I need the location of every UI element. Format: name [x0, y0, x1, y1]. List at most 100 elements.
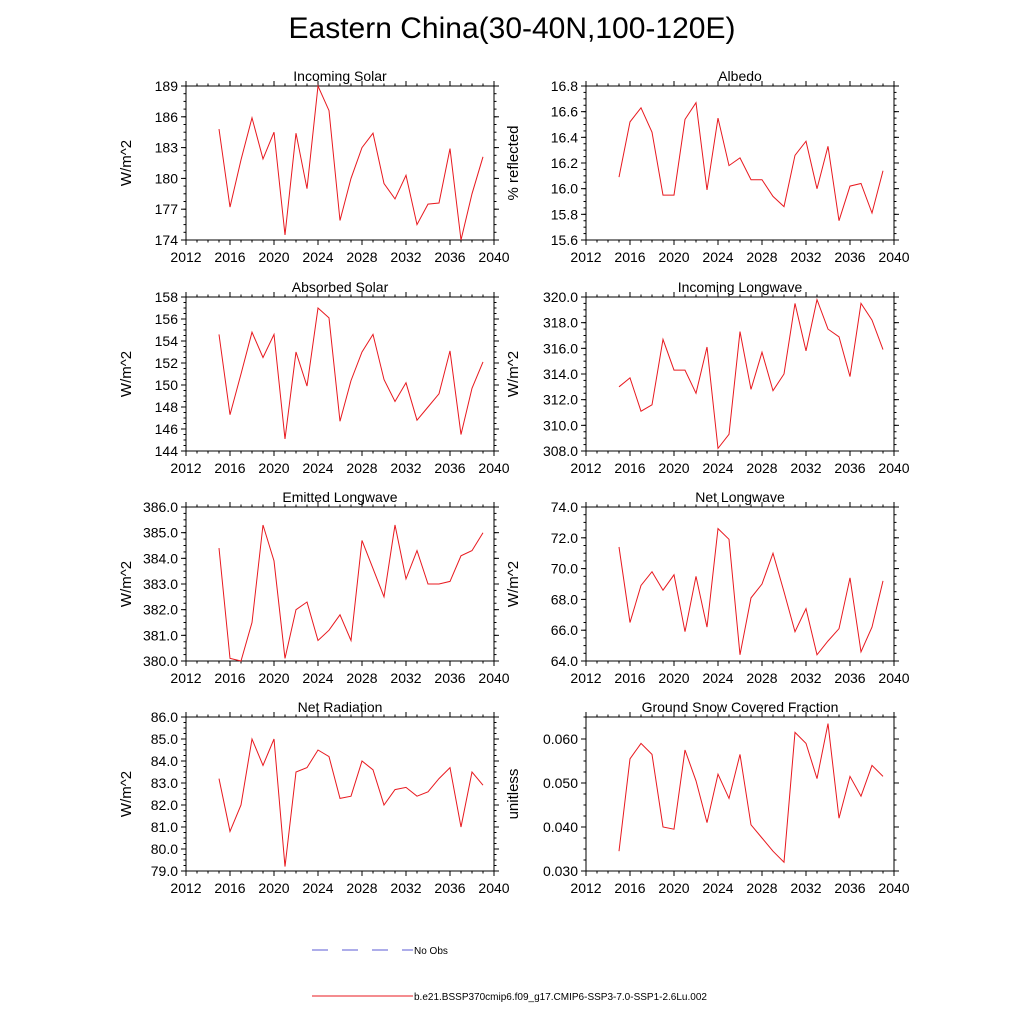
x-tick-label: 2040: [478, 670, 509, 686]
series-line: [218, 306, 484, 439]
x-tick-label: 2020: [258, 880, 289, 896]
y-tick-label: 16.0: [551, 181, 578, 197]
chart-title: Net Radiation: [298, 699, 383, 715]
y-tick-label: 152: [155, 355, 179, 371]
y-tick-label: 64.0: [551, 653, 578, 669]
y-tick-label: 80.0: [151, 841, 178, 857]
y-tick-label: 384.0: [143, 550, 178, 566]
x-tick-label: 2016: [214, 460, 245, 476]
y-tick-label: 386.0: [143, 499, 178, 515]
y-tick-label: 183: [155, 140, 179, 156]
plot-frame: [585, 296, 895, 452]
y-tick-label: 66.0: [551, 622, 578, 638]
x-tick-label: 2016: [214, 670, 245, 686]
y-tick-label: 0.030: [543, 863, 578, 879]
x-tick-label: 2020: [658, 249, 689, 265]
y-tick-label: 382.0: [143, 602, 178, 618]
x-tick-label: 2020: [258, 249, 289, 265]
y-tick-label: 74.0: [551, 499, 578, 515]
y-axis-label: W/m^2: [505, 351, 522, 397]
y-axis-label: W/m^2: [118, 351, 135, 397]
x-tick-label: 2012: [170, 880, 201, 896]
x-tick-label: 2016: [214, 880, 245, 896]
plot-frame: [185, 296, 495, 452]
y-tick-label: 174: [155, 232, 179, 248]
plot-frame: [585, 506, 895, 662]
x-tick-label: 2024: [702, 670, 733, 686]
y-tick-label: 82.0: [151, 797, 178, 813]
y-axis-label: W/m^2: [118, 140, 135, 186]
y-tick-label: 380.0: [143, 653, 178, 669]
x-tick-label: 2032: [790, 670, 821, 686]
x-tick-label: 2028: [346, 880, 377, 896]
x-tick-label: 2040: [478, 880, 509, 896]
chart-title: Absorbed Solar: [292, 279, 389, 295]
x-tick-label: 2032: [390, 880, 421, 896]
x-tick-label: 2036: [434, 670, 465, 686]
y-tick-label: 180: [155, 170, 179, 186]
x-tick-label: 2028: [346, 670, 377, 686]
x-tick-label: 2020: [658, 460, 689, 476]
y-tick-label: 79.0: [151, 863, 178, 879]
x-tick-label: 2040: [878, 460, 909, 476]
x-tick-label: 2024: [302, 670, 333, 686]
x-tick-label: 2032: [790, 460, 821, 476]
y-tick-label: 385.0: [143, 525, 178, 541]
y-tick-label: 0.040: [543, 819, 578, 835]
x-tick-label: 2020: [658, 880, 689, 896]
x-tick-label: 2012: [170, 249, 201, 265]
y-tick-label: 15.8: [551, 206, 578, 222]
x-tick-label: 2024: [702, 880, 733, 896]
x-tick-label: 2040: [878, 249, 909, 265]
y-tick-label: 154: [155, 333, 179, 349]
legend-label-model: b.e21.BSSP370cmip6.f09_g17.CMIP6-SSP3-7.…: [414, 992, 707, 1003]
y-tick-label: 186: [155, 109, 179, 125]
y-tick-label: 318.0: [543, 315, 578, 331]
x-tick-label: 2032: [390, 460, 421, 476]
y-tick-label: 314.0: [543, 366, 578, 382]
plot-frame: [185, 506, 495, 662]
y-tick-label: 16.4: [551, 129, 578, 145]
x-tick-label: 2012: [170, 460, 201, 476]
x-tick-label: 2024: [302, 249, 333, 265]
x-tick-label: 2024: [302, 460, 333, 476]
y-tick-label: 72.0: [551, 530, 578, 546]
chart-title: Incoming Solar: [293, 68, 387, 84]
chart-title: Emitted Longwave: [282, 489, 397, 505]
x-tick-label: 2032: [790, 880, 821, 896]
y-tick-label: 86.0: [151, 709, 178, 725]
chart-title: Albedo: [718, 68, 762, 84]
y-tick-label: 308.0: [543, 443, 578, 459]
x-tick-label: 2028: [746, 880, 777, 896]
y-tick-label: 177: [155, 201, 179, 217]
x-tick-label: 2012: [570, 880, 601, 896]
y-tick-label: 312.0: [543, 392, 578, 408]
y-axis-label: % reflected: [505, 125, 522, 200]
x-tick-label: 2040: [478, 249, 509, 265]
chart-panel-8: Ground Snow Covered Fraction unitless 2012…: [505, 699, 910, 896]
series-line: [618, 101, 884, 221]
x-tick-label: 2024: [302, 880, 333, 896]
chart-panel-2: Albedo % reflected 2012 2016 2020 2024 2028 203…: [505, 68, 910, 265]
x-tick-label: 2028: [746, 460, 777, 476]
series-line: [218, 524, 484, 662]
legend-label-no-obs: No Obs: [414, 946, 448, 957]
x-tick-label: 2020: [658, 670, 689, 686]
y-tick-label: 150: [155, 377, 179, 393]
x-tick-label: 2036: [434, 249, 465, 265]
y-tick-label: 156: [155, 311, 179, 327]
x-tick-label: 2032: [390, 249, 421, 265]
chart-title: Incoming Longwave: [678, 279, 803, 295]
chart-panel-4: Incoming Longwave W/m^2 2012 2016 2020 2024 20…: [505, 279, 910, 476]
y-tick-label: 83.0: [151, 775, 178, 791]
x-tick-label: 2012: [570, 249, 601, 265]
y-tick-label: 84.0: [151, 753, 178, 769]
chart-panel-7: Net Radiation W/m^2 2012 2016 2020 2024 2028 20…: [118, 699, 510, 896]
series-line: [218, 84, 484, 241]
x-tick-label: 2020: [258, 670, 289, 686]
legend: No Obs b.e21.BSSP370cmip6.f09_g17.CMIP6-S…: [312, 946, 707, 1003]
x-tick-label: 2036: [834, 670, 865, 686]
chart-title: Ground Snow Covered Fraction: [642, 699, 839, 715]
